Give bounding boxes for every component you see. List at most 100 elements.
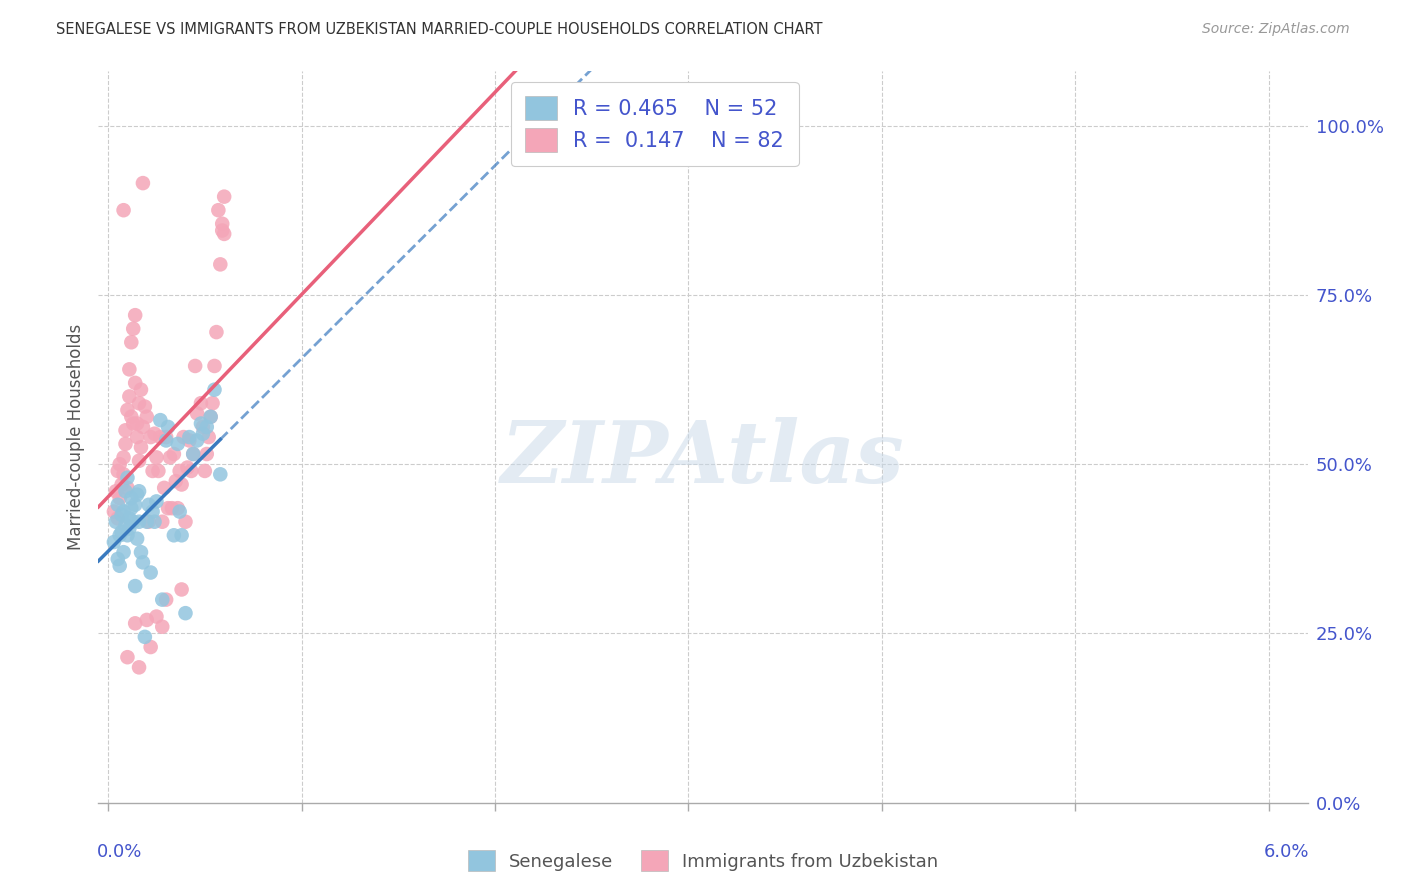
Point: [163, 447, 186, 461]
Y-axis label: Married-couple Households: Married-couple Households: [66, 324, 84, 550]
Point: [166, 437, 188, 451]
Point: [145, 450, 167, 465]
Point: [139, 430, 162, 444]
Point: [118, 521, 141, 535]
Point: [111, 508, 134, 522]
Point: [186, 434, 208, 448]
Point: [132, 420, 155, 434]
Point: [108, 558, 131, 573]
Point: [181, 447, 204, 461]
Point: [117, 528, 139, 542]
Point: [103, 505, 125, 519]
Point: [157, 420, 180, 434]
Point: [108, 457, 131, 471]
Point: [120, 335, 142, 350]
Point: [114, 484, 136, 499]
Point: [165, 474, 187, 488]
Point: [155, 434, 177, 448]
Point: [117, 471, 139, 485]
Text: SENEGALESE VS IMMIGRANTS FROM UZBEKISTAN MARRIED-COUPLE HOUSEHOLDS CORRELATION C: SENEGALESE VS IMMIGRANTS FROM UZBEKISTAN…: [56, 22, 823, 37]
Point: [179, 430, 201, 444]
Legend: R = 0.465    N = 52, R =  0.147    N = 82: R = 0.465 N = 52, R = 0.147 N = 82: [510, 82, 799, 167]
Point: [124, 616, 146, 631]
Point: [149, 430, 172, 444]
Point: [211, 217, 233, 231]
Point: [114, 518, 136, 533]
Point: [117, 650, 139, 665]
Point: [194, 464, 217, 478]
Point: [201, 396, 224, 410]
Point: [184, 359, 207, 373]
Point: [122, 417, 145, 431]
Point: [118, 389, 141, 403]
Point: [132, 555, 155, 569]
Point: [190, 396, 212, 410]
Point: [118, 511, 141, 525]
Point: [209, 467, 232, 482]
Point: [134, 400, 156, 414]
Point: [209, 257, 232, 271]
Point: [128, 515, 150, 529]
Point: [212, 189, 235, 203]
Point: [195, 447, 218, 461]
Point: [174, 606, 197, 620]
Point: [155, 430, 177, 444]
Point: [124, 376, 146, 390]
Point: [129, 440, 152, 454]
Point: [103, 535, 125, 549]
Point: [143, 515, 166, 529]
Point: [169, 505, 191, 519]
Point: [114, 437, 136, 451]
Point: [200, 409, 222, 424]
Point: [127, 417, 149, 431]
Point: [124, 579, 146, 593]
Point: [163, 528, 186, 542]
Point: [104, 484, 127, 499]
Point: [157, 501, 180, 516]
Point: [181, 447, 204, 461]
Point: [174, 515, 197, 529]
Text: 6.0%: 6.0%: [1263, 843, 1309, 861]
Point: [124, 308, 146, 322]
Point: [135, 515, 157, 529]
Point: [132, 176, 155, 190]
Point: [120, 491, 142, 505]
Point: [135, 409, 157, 424]
Text: 0.0%: 0.0%: [97, 843, 142, 861]
Point: [107, 552, 129, 566]
Point: [186, 406, 208, 420]
Point: [179, 434, 201, 448]
Point: [170, 582, 193, 597]
Point: [128, 396, 150, 410]
Point: [160, 501, 183, 516]
Point: [139, 566, 162, 580]
Point: [211, 223, 233, 237]
Point: [129, 545, 152, 559]
Point: [149, 413, 172, 427]
Point: [204, 383, 226, 397]
Point: [169, 464, 191, 478]
Point: [107, 511, 129, 525]
Point: [176, 460, 198, 475]
Point: [127, 532, 149, 546]
Text: ZIPAtlas: ZIPAtlas: [501, 417, 905, 500]
Point: [112, 505, 135, 519]
Point: [142, 464, 165, 478]
Point: [122, 515, 145, 529]
Point: [122, 322, 145, 336]
Point: [205, 325, 228, 339]
Point: [111, 477, 134, 491]
Legend: Senegalese, Immigrants from Uzbekistan: Senegalese, Immigrants from Uzbekistan: [461, 843, 945, 879]
Point: [153, 481, 176, 495]
Point: [139, 640, 162, 654]
Point: [127, 488, 149, 502]
Point: [128, 454, 150, 468]
Point: [112, 203, 135, 218]
Point: [145, 609, 167, 624]
Point: [124, 498, 146, 512]
Point: [118, 362, 141, 376]
Point: [129, 383, 152, 397]
Point: [170, 477, 193, 491]
Point: [108, 528, 131, 542]
Point: [117, 481, 139, 495]
